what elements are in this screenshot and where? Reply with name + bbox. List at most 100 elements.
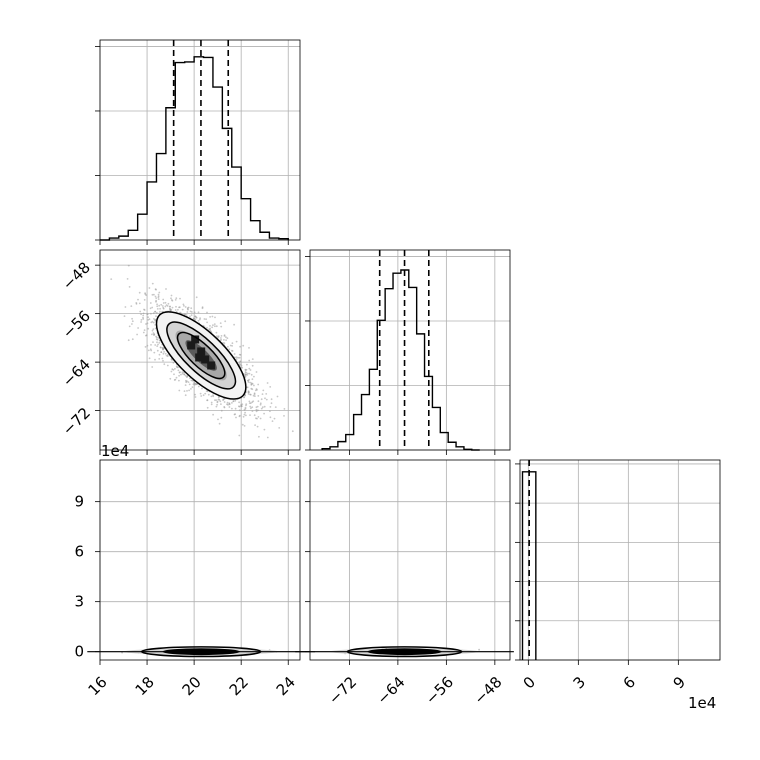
scatter_p1_p2-point <box>206 406 209 409</box>
scatter_p1_p2-point <box>231 350 234 352</box>
scatter_p1_p2-point <box>204 392 207 395</box>
scatter_p1_p2-point <box>218 422 221 425</box>
scatter_p1_p2-point <box>248 367 251 370</box>
scatter_p1_p2-point <box>186 376 188 378</box>
scatter_p1_p2-point <box>179 311 181 314</box>
scatter_p1_p2-density-block <box>187 341 196 350</box>
scatter_p1_p2-point <box>270 398 273 401</box>
scatter_p1_p2-point <box>142 312 145 315</box>
scatter_p1_p2-point <box>215 405 218 408</box>
scatter_p1_p2-point <box>241 423 244 426</box>
scatter_p1_p2-point <box>253 414 256 417</box>
scatter_p1_p2-point <box>158 353 161 356</box>
scatter_p1_p2-point <box>184 384 187 386</box>
scatter_p1_p2-point <box>182 303 185 306</box>
scatter_p1_p2-point <box>130 305 133 307</box>
scatter_p1_p2-point <box>160 303 163 306</box>
scatter_p1_p2-point <box>156 345 159 347</box>
scatter_p1_p2-point <box>217 398 220 401</box>
scatter_p1_p2-point <box>195 316 198 319</box>
scatter_p1_p2-point <box>194 318 197 321</box>
scatter_p1_p2-point <box>162 306 165 309</box>
scatter_p1_p2-point <box>257 416 260 418</box>
scatter_p1_p2-point <box>170 297 172 300</box>
scatter_p1_p2-point <box>183 305 185 307</box>
scatter_p1_p2-point <box>157 298 160 300</box>
scatter_p1_p2-point <box>154 358 156 361</box>
scatter_p1_p2-point <box>178 389 181 392</box>
scatter_p1_p2-point <box>154 310 157 313</box>
scatter_p1_p2-point <box>217 418 219 421</box>
scatter_p2_p3-point <box>478 648 480 651</box>
scatter_p1_p2-point <box>150 344 152 346</box>
scatter_p1_p2-point <box>219 400 222 403</box>
scatter_p1_p2-point <box>273 417 276 420</box>
scatter_p1_p2-point <box>216 403 219 406</box>
scatter_p1_p2-point <box>148 287 151 289</box>
scatter_p1_p2-point <box>261 406 264 409</box>
scatter_p1_p2-point <box>147 316 150 319</box>
scatter_p1_p2-point <box>238 409 241 412</box>
scatter_p1_p2-point <box>210 395 213 398</box>
scatter_p1_p2-point <box>231 402 233 404</box>
scatter_p1_p2-point <box>247 393 250 395</box>
scatter_p1_p2-point <box>157 293 160 296</box>
scatter_p1_p2-point <box>255 371 258 373</box>
scatter_p1_p2-point <box>234 413 237 416</box>
scatter_p1_p2-point <box>246 374 249 376</box>
scatter_p1_p2-point <box>164 301 167 304</box>
scatter_p1_p2-point <box>146 344 149 347</box>
scatter_p1_p2-point <box>206 399 209 402</box>
p3-x-multiplier-label: 1e4 <box>688 694 716 712</box>
scatter_p1_p2-point <box>223 406 226 409</box>
scatter_p1_p2-point <box>124 306 127 308</box>
scatter_p1_p2-point <box>201 306 204 309</box>
scatter_p1_p2-point <box>220 416 223 419</box>
scatter_p1_p2-point <box>142 331 145 334</box>
scatter_p1_p2-point <box>201 387 203 390</box>
scatter_p1_p2-point <box>174 299 177 301</box>
scatter_p1_p2-point <box>220 338 223 341</box>
scatter_p1_p2-point <box>259 417 262 420</box>
scatter_p1_p2-point <box>265 393 268 395</box>
scatter_p1_p2-point <box>140 321 143 323</box>
scatter_p1_p2-point <box>246 372 249 375</box>
scatter_p1_p2-point <box>241 366 244 369</box>
scatter_p1_p2-point <box>203 318 206 320</box>
scatter_p1_p3-frame <box>99 459 301 661</box>
scatter_p1_p2-point <box>249 381 252 384</box>
scatter_p1_p2-point <box>167 353 169 356</box>
scatter_p1_p2-point <box>244 368 247 371</box>
scatter_p1_p2-point <box>162 302 165 304</box>
scatter_p1_p2-point <box>139 310 142 313</box>
scatter_p1_p2-point <box>248 359 251 362</box>
scatter_p1_p2-point <box>206 311 208 314</box>
scatter_p1_p2-point <box>170 294 173 297</box>
scatter_p1_p2-point <box>226 401 229 404</box>
scatter_p1_p2-point <box>216 335 218 338</box>
scatter_p1_p2-point <box>194 396 197 398</box>
scatter_p1_p2-point <box>186 311 189 313</box>
scatter_p1_p2-point <box>257 383 260 386</box>
scatter_p1_p2-point <box>178 374 181 377</box>
scatter_p1_p2-point <box>131 338 134 341</box>
scatter_p1_p2-point <box>144 293 147 295</box>
scatter_p1_p2-point <box>237 356 240 359</box>
scatter_p1_p2-point <box>110 278 113 280</box>
scatter_p1_p2-point <box>223 339 225 341</box>
scatter_p1_p3-tick-label-y: 9 <box>74 493 84 511</box>
scatter_p1_p2-point <box>264 397 266 400</box>
scatter_p1_p2-point <box>247 379 249 382</box>
scatter_p1_p3-tick-label-y: 6 <box>74 543 84 561</box>
scatter_p1_p2-point <box>158 291 161 294</box>
scatter_p1_p2-point <box>251 410 254 412</box>
scatter_p1_p2-point <box>235 340 238 343</box>
scatter_p1_p2-point <box>153 293 155 296</box>
scatter_p1_p2-point <box>149 348 152 351</box>
scatter_p1_p2-point <box>225 336 227 338</box>
scatter_p1_p2-point <box>266 382 269 384</box>
scatter_p1_p2-point <box>220 337 222 339</box>
scatter_p1_p2-point <box>187 381 190 383</box>
scatter_p1_p2-point <box>156 308 159 310</box>
scatter_p1_p2-point <box>151 320 154 323</box>
